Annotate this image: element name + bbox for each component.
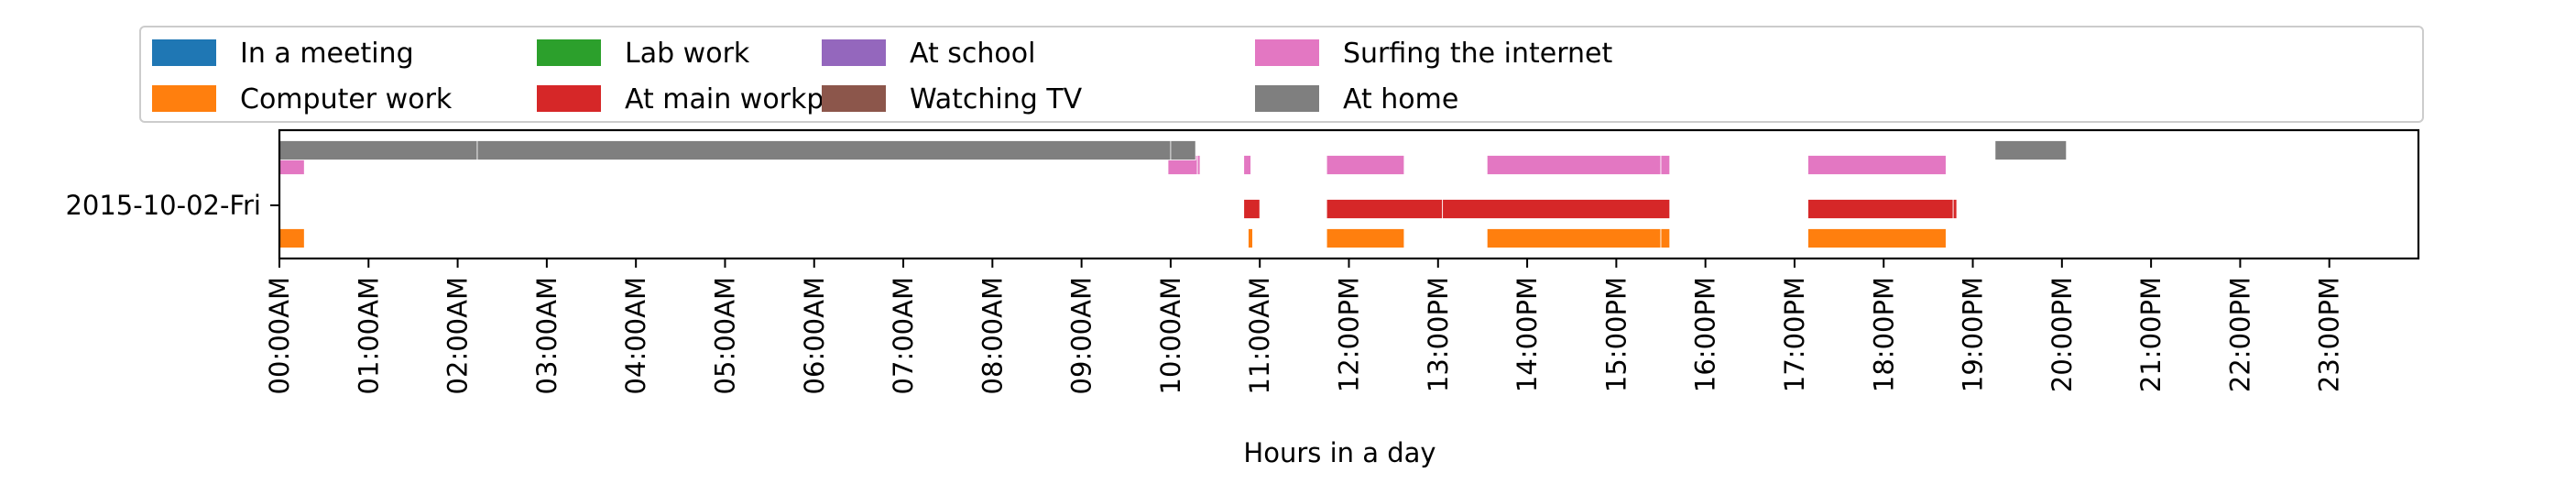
bar-at-main-workplace	[1807, 199, 1954, 219]
bar-at-home	[1170, 140, 1196, 160]
legend-box	[139, 26, 2424, 123]
bar-at-home	[278, 140, 478, 160]
x-tick-label: 21:00PM	[2135, 277, 2167, 392]
x-tick-label: 13:00PM	[1423, 277, 1454, 392]
legend-swatch-in-a-meeting	[152, 39, 216, 66]
legend-swatch-lab-work	[537, 39, 601, 66]
bar-computer-work	[1660, 228, 1671, 248]
x-tick-label: 18:00PM	[1868, 277, 1899, 392]
x-tick-label: 07:00AM	[888, 277, 919, 394]
x-tick-label: 23:00PM	[2314, 277, 2345, 392]
bar-computer-work	[278, 228, 305, 248]
bar-computer-work	[1248, 228, 1253, 248]
x-tick-label: 12:00PM	[1334, 277, 1365, 392]
bar-surfing-the-internet	[1196, 155, 1201, 175]
axes: 00:00AM 01:00AM 02:00AM 03:00AM 04:00AM 05:00…	[65, 128, 2420, 468]
bar-at-main-workplace	[1243, 199, 1261, 219]
legend-swatch-computer-work	[152, 85, 216, 112]
bar-surfing-the-internet	[1807, 155, 1947, 175]
legend-label-lab-work: Lab work	[625, 38, 750, 70]
legend-swatch-at-school	[822, 39, 886, 66]
bar-computer-work	[1807, 228, 1947, 248]
legend-swatch-surfing-the-internet	[1255, 39, 1319, 66]
y-tick-label: 2015-10-02-Fri	[65, 190, 261, 221]
bar-at-home	[1994, 140, 2068, 160]
legend-label-at-home: At home	[1343, 83, 1458, 116]
bar-surfing-the-internet	[1326, 155, 1405, 175]
x-axis-title: Hours in a day	[1243, 437, 1435, 468]
x-tick-label: 22:00PM	[2224, 277, 2255, 392]
legend-swatch-watching-tv	[822, 85, 886, 112]
x-tick-label: 11:00AM	[1244, 277, 1275, 394]
x-tick-label: 02:00AM	[442, 277, 474, 394]
x-tick-label: 05:00AM	[709, 277, 740, 394]
x-tick-label: 16:00PM	[1690, 277, 1721, 392]
bar-computer-work	[1326, 228, 1405, 248]
x-tick-label: 04:00AM	[620, 277, 651, 394]
legend-label-computer-work: Computer work	[240, 83, 453, 116]
x-tick-label: 06:00AM	[799, 277, 830, 394]
x-tick-label: 08:00AM	[977, 277, 1008, 394]
legend-label-surfing-the-internet: Surfing the internet	[1343, 38, 1612, 70]
bar-surfing-the-internet	[1486, 155, 1662, 175]
bar-surfing-the-internet	[1243, 155, 1251, 175]
x-tick-label: 03:00AM	[531, 277, 562, 394]
legend-label-in-a-meeting: In a meeting	[240, 38, 414, 70]
legend-label-at-school: At school	[910, 38, 1035, 70]
bar-at-main-workplace	[1952, 199, 1958, 219]
x-tick-label: 19:00PM	[1958, 277, 1989, 392]
x-tick-label: 09:00AM	[1066, 277, 1097, 394]
legend-swatch-at-home	[1255, 85, 1319, 112]
bar-computer-work	[1486, 228, 1662, 248]
x-tick-label: 17:00PM	[1779, 277, 1810, 392]
bar-at-main-workplace	[1326, 199, 1444, 219]
legend-swatch-at-main-workplace	[537, 85, 601, 112]
bar-at-home	[476, 140, 1172, 160]
bar-surfing-the-internet	[1660, 155, 1671, 175]
activity-bars	[278, 140, 2068, 248]
x-tick-label: 15:00PM	[1600, 277, 1632, 392]
x-tick-label: 00:00AM	[264, 277, 295, 394]
x-tick-label: 20:00PM	[2047, 277, 2078, 392]
x-tick-label: 14:00PM	[1512, 277, 1543, 392]
legend-label-watching-tv: Watching TV	[910, 83, 1083, 116]
bar-at-main-workplace	[1442, 199, 1671, 219]
x-tick-label: 01:00AM	[353, 277, 384, 394]
x-tick-label: 10:00AM	[1155, 277, 1186, 394]
